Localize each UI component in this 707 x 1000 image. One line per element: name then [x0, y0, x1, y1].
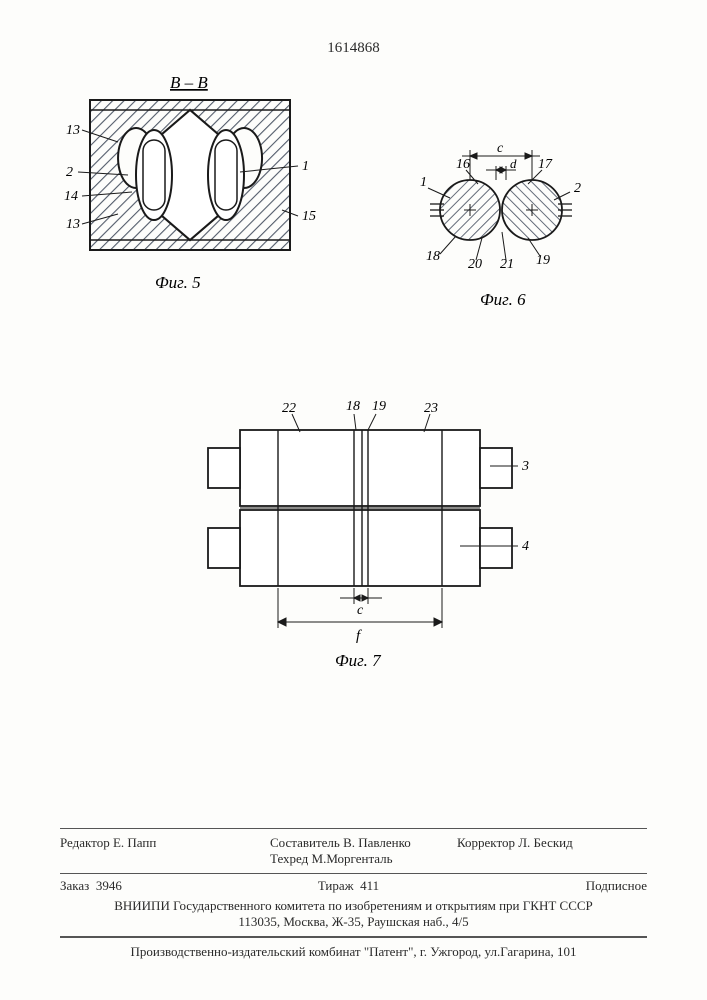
editor-line: Редактор Е. Папп — [60, 835, 240, 867]
corrector-line: Корректор Л. Бескид — [457, 835, 647, 867]
svg-text:22: 22 — [282, 401, 296, 416]
svg-text:3: 3 — [521, 459, 529, 474]
svg-text:18: 18 — [346, 399, 360, 414]
svg-text:19: 19 — [536, 253, 550, 268]
dim-c: c — [497, 141, 504, 156]
rule-2 — [60, 873, 647, 874]
svg-text:4: 4 — [522, 539, 529, 554]
fig7-caption: Фиг. 7 — [335, 651, 382, 670]
svg-text:21: 21 — [500, 257, 514, 272]
svg-text:23: 23 — [424, 401, 438, 416]
fig6: c d 1 16 17 2 18 20 21 19 Фиг. 6 — [370, 110, 630, 320]
tirazh-line: Тираж 411 — [270, 878, 427, 894]
org-line: ВНИИПИ Государственного комитета по изоб… — [60, 898, 647, 914]
callout-13a: 13 — [66, 123, 80, 138]
svg-text:18: 18 — [426, 249, 440, 264]
fig6-caption: Фиг. 6 — [480, 290, 526, 309]
printer-line: Производственно-издательский комбинат "П… — [60, 944, 647, 960]
dim-c7: c — [357, 603, 364, 618]
svg-text:20: 20 — [468, 257, 482, 272]
callout-14: 14 — [64, 189, 78, 204]
svg-text:16: 16 — [456, 157, 470, 172]
svg-text:2: 2 — [574, 181, 581, 196]
callout-1: 1 — [302, 159, 309, 174]
fig5-caption: Фиг. 5 — [155, 273, 201, 292]
callout-13b: 13 — [66, 217, 80, 232]
subscription: Подписное — [457, 878, 647, 894]
callout-2: 2 — [66, 165, 73, 180]
address-line: 113035, Москва, Ж-35, Раушская наб., 4/5 — [60, 914, 647, 930]
dim-f: f — [356, 628, 362, 644]
svg-text:17: 17 — [538, 157, 553, 172]
dim-d: d — [510, 156, 517, 171]
compiler-line: Составитель В. Павленко Техред М.Моргент… — [270, 835, 427, 867]
fig5: В – В 13 2 14 13 1 15 Фиг. 5 — [60, 70, 320, 300]
section-label: В – В — [170, 73, 208, 92]
fig7: 22 18 19 23 3 4 c f Фиг. 7 — [150, 370, 570, 670]
order-line: Заказ 3946 — [60, 878, 240, 894]
page-number: 1614868 — [0, 40, 707, 57]
rule-3 — [60, 936, 647, 938]
svg-text:19: 19 — [372, 399, 386, 414]
svg-text:1: 1 — [420, 175, 427, 190]
callout-15: 15 — [302, 209, 316, 224]
